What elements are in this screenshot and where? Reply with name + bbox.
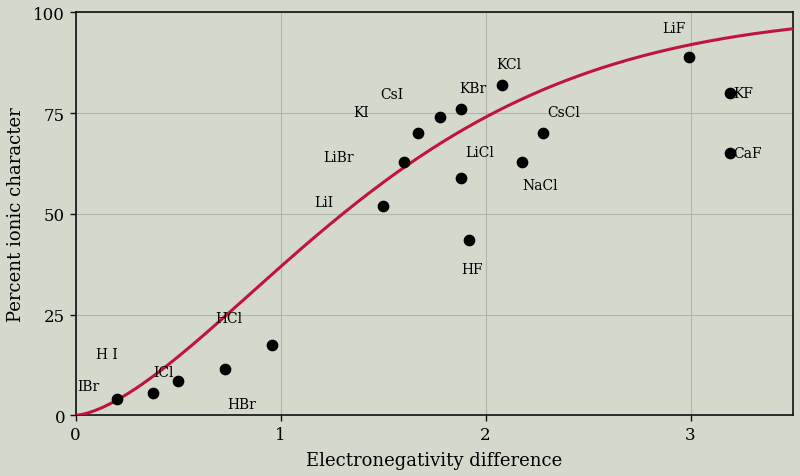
Text: ICl: ICl (154, 365, 174, 379)
Text: KCl: KCl (496, 58, 521, 72)
Text: LiI: LiI (314, 195, 334, 209)
Text: KBr: KBr (459, 82, 486, 96)
Point (723, 150, 736, 158)
Point (172, 377, 185, 385)
Text: KF: KF (734, 87, 754, 101)
Text: HCl: HCl (215, 311, 242, 325)
Point (495, 82, 508, 89)
Point (454, 174, 467, 182)
Point (454, 106, 467, 114)
Text: LiF: LiF (662, 21, 686, 36)
Point (147, 389, 160, 397)
Text: CsI: CsI (381, 88, 403, 102)
Point (411, 130, 424, 138)
Text: H I: H I (96, 347, 118, 361)
Text: HF: HF (461, 263, 482, 277)
Point (266, 341, 278, 349)
Point (516, 159, 529, 166)
Point (110, 396, 123, 403)
X-axis label: Electronegativity difference: Electronegativity difference (306, 451, 562, 469)
Text: IBr: IBr (78, 379, 100, 393)
Point (434, 114, 447, 122)
Point (377, 203, 390, 210)
Text: LiBr: LiBr (324, 151, 354, 165)
Point (462, 237, 475, 244)
Text: CsCl: CsCl (547, 106, 580, 120)
Point (537, 130, 550, 138)
Y-axis label: Percent ionic character: Percent ionic character (7, 107, 25, 322)
Text: HBr: HBr (227, 397, 256, 411)
Point (397, 159, 410, 166)
Text: KI: KI (353, 106, 369, 120)
Point (723, 90, 736, 98)
Point (682, 54, 695, 61)
Text: LiCl: LiCl (465, 146, 494, 160)
Point (219, 366, 232, 373)
Text: CaF: CaF (734, 147, 762, 161)
Text: NaCl: NaCl (522, 178, 558, 192)
